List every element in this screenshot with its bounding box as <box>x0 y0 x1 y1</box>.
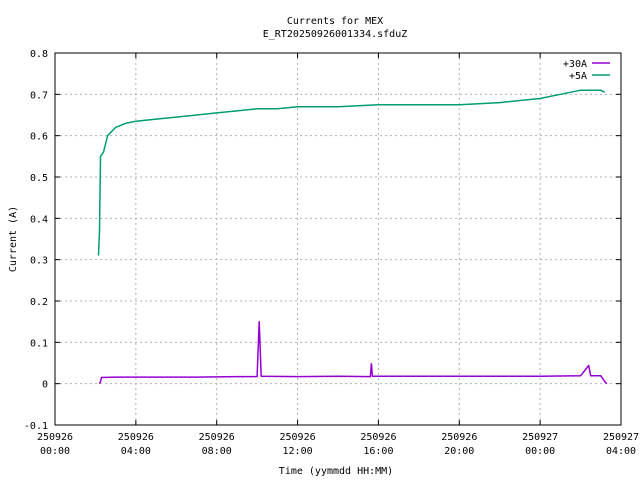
legend-label: +5A <box>569 71 587 82</box>
y-axis-label: Current (A) <box>8 206 19 272</box>
x-tick-label: 04:00 <box>121 446 151 457</box>
x-tick-label: 250927 <box>603 432 639 443</box>
y-tick-label: 0.6 <box>30 132 48 143</box>
x-tick-label: 04:00 <box>606 446 636 457</box>
x-tick-label: 250926 <box>360 432 396 443</box>
y-tick-label: 0.4 <box>30 214 48 225</box>
x-tick-label: 250927 <box>522 432 558 443</box>
legend-label: +30A <box>563 59 587 70</box>
x-tick-label: 250926 <box>37 432 73 443</box>
x-tick-label: 00:00 <box>525 446 555 457</box>
x-tick-label: 08:00 <box>202 446 232 457</box>
x-axis-label: Time (yymmdd HH:MM) <box>279 466 393 477</box>
legend: +30A+5A <box>563 59 610 82</box>
axis-ticks: -0.1 0 0.1 0.2 0.3 0.4 0.5 0.6 0.7 0.8 250926 00:00… <box>24 49 639 457</box>
y-tick-label: 0.5 <box>30 173 48 184</box>
series-line-2 <box>97 89 606 256</box>
y-tick-label: 0.7 <box>30 90 48 101</box>
series-line-1 <box>98 320 608 385</box>
grid <box>55 53 621 425</box>
y-tick-label: 0 <box>42 380 48 391</box>
y-tick-label: 0.1 <box>30 338 48 349</box>
x-tick-label: 12:00 <box>283 446 313 457</box>
x-tick-label: 250926 <box>441 432 477 443</box>
y-tick-label: 0.3 <box>30 256 48 267</box>
y-tick-label: -0.1 <box>24 421 48 432</box>
chart-title: Currents for MEX <box>287 16 383 27</box>
x-tick-label: 250926 <box>118 432 154 443</box>
y-tick-label: 0.2 <box>30 297 48 308</box>
y-tick-label: 0.8 <box>30 49 48 60</box>
x-tick-label: 250926 <box>280 432 316 443</box>
x-tick-label: 250926 <box>199 432 235 443</box>
plot-area <box>97 89 608 385</box>
x-tick-label: 00:00 <box>40 446 70 457</box>
chart-subtitle: E_RT20250926001334.sfduZ <box>263 29 408 40</box>
plot-frame <box>54 52 622 426</box>
x-tick-label: 16:00 <box>363 446 393 457</box>
x-tick-label: 20:00 <box>444 446 474 457</box>
